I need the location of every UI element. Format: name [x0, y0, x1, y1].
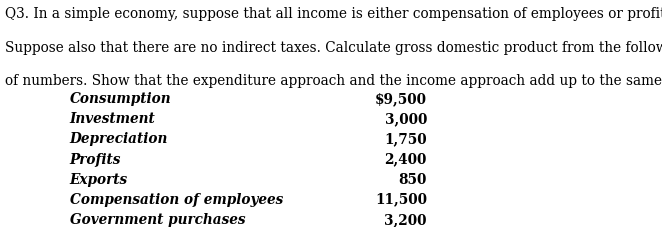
- Text: Exports: Exports: [70, 172, 128, 186]
- Text: 2,400: 2,400: [385, 152, 427, 166]
- Text: Investment: Investment: [70, 112, 156, 126]
- Text: Consumption: Consumption: [70, 92, 171, 106]
- Text: 1,750: 1,750: [385, 132, 427, 146]
- Text: of numbers. Show that the expenditure approach and the income approach add up to: of numbers. Show that the expenditure ap…: [5, 74, 662, 88]
- Text: Government purchases: Government purchases: [70, 212, 245, 226]
- Text: Suppose also that there are no indirect taxes. Calculate gross domestic product : Suppose also that there are no indirect …: [5, 40, 662, 54]
- Text: 850: 850: [399, 172, 427, 186]
- Text: 3,200: 3,200: [385, 212, 427, 226]
- Text: $9,500: $9,500: [375, 92, 427, 106]
- Text: Q3. In a simple economy, suppose that all income is either compensation of emplo: Q3. In a simple economy, suppose that al…: [5, 7, 662, 21]
- Text: Profits: Profits: [70, 152, 121, 166]
- Text: Compensation of employees: Compensation of employees: [70, 192, 283, 206]
- Text: Depreciation: Depreciation: [70, 132, 168, 146]
- Text: 3,000: 3,000: [385, 112, 427, 126]
- Text: 11,500: 11,500: [375, 192, 427, 206]
